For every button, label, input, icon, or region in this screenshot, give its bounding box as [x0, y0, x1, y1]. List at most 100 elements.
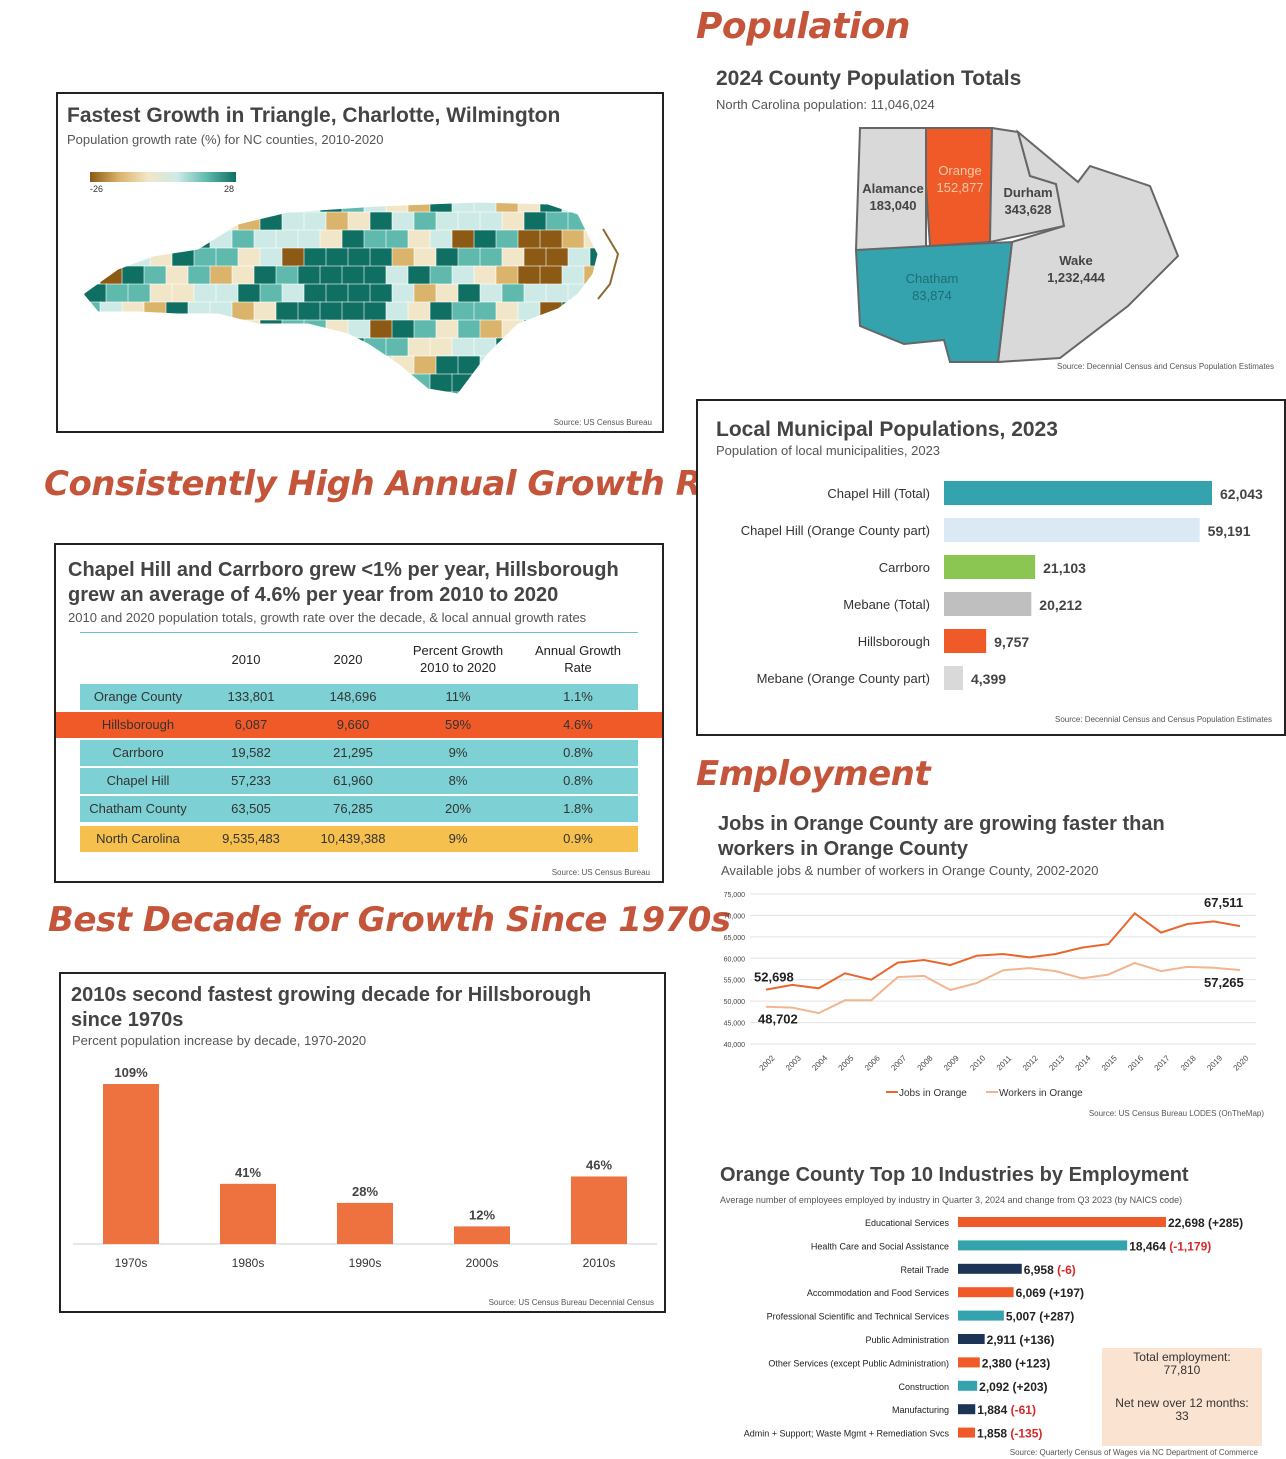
bar — [958, 1357, 980, 1368]
bar-value-label: 28% — [352, 1184, 378, 1199]
county-cell — [149, 319, 174, 340]
county-cell — [105, 283, 130, 304]
section-best-decade: Best Decade for Growth Since 1970s — [48, 900, 731, 940]
county-cell — [319, 373, 344, 394]
county-cell — [501, 391, 526, 394]
table-cell: 9,660 — [336, 717, 370, 732]
county-cell — [435, 319, 460, 340]
county-cell — [473, 373, 498, 394]
decade-source: Source: US Census Bureau Decennial Censu… — [488, 1298, 654, 1307]
bar — [220, 1183, 276, 1244]
bar-category-label: Other Services (except Public Administra… — [768, 1358, 949, 1368]
county-cell — [187, 229, 212, 250]
county-cell — [495, 265, 520, 286]
county-cell — [429, 229, 454, 250]
county-cell — [634, 248, 638, 267]
county-subtitle: North Carolina population: 11,046,024 — [716, 97, 935, 112]
row-label: North Carolina — [96, 831, 180, 846]
county-cell — [215, 211, 240, 232]
x-tick-label: 2007 — [889, 1053, 908, 1072]
county-cell — [391, 355, 416, 376]
county-cell — [451, 301, 476, 322]
county-cell — [561, 337, 586, 358]
county-cell — [143, 373, 168, 394]
bar-value-label: 109% — [114, 1065, 148, 1080]
bar — [958, 1217, 1166, 1227]
county-cell — [281, 283, 306, 304]
county-cell — [209, 301, 234, 322]
county-cell — [341, 373, 366, 394]
bar-category-label: Carrboro — [879, 560, 930, 575]
table-cell: 0.9% — [563, 831, 593, 846]
county-cell — [193, 283, 218, 304]
bar-category-label: Construction — [898, 1382, 949, 1392]
county-cell — [303, 211, 328, 232]
county-cell — [457, 247, 482, 268]
bar-value-label: 46% — [586, 1157, 612, 1172]
county-cell — [303, 355, 328, 376]
county-cell — [612, 212, 635, 231]
row-label: Orange County — [93, 689, 183, 704]
county-cell — [347, 247, 372, 268]
county-durham-label: Durham 343,628 — [1003, 185, 1053, 217]
county-cell — [341, 229, 366, 250]
county-cell — [347, 355, 372, 376]
municipal-bar-chart: Chapel Hill (Total) 62,043 Chapel Hill (Or… — [741, 481, 1263, 690]
county-cell — [171, 283, 196, 304]
bar-value-label: 62,043 — [1220, 486, 1263, 502]
county-cell — [325, 355, 350, 376]
county-cell — [539, 265, 564, 286]
county-cell — [259, 247, 284, 268]
county-cell — [407, 373, 432, 394]
county-cell — [143, 301, 168, 322]
total-employment-box: Total employment: 77,810 Net new over 12… — [1102, 1348, 1262, 1446]
bar — [958, 1380, 978, 1391]
county-cell — [567, 319, 592, 340]
table-cell: 8% — [448, 773, 468, 788]
table-cell: 61,960 — [333, 773, 373, 788]
county-cell — [363, 373, 388, 394]
county-cell — [237, 283, 262, 304]
county-cell — [385, 202, 410, 214]
county-cell — [127, 283, 152, 304]
county-cell — [363, 229, 388, 250]
county-cell — [479, 283, 504, 304]
bar-category-label: Health Care and Social Assistance — [811, 1241, 949, 1251]
county-cell — [297, 229, 322, 250]
county-cell — [457, 283, 482, 304]
county-cell — [539, 373, 564, 394]
county-cell — [259, 391, 284, 394]
county-cell — [561, 229, 586, 250]
county-cell — [501, 283, 526, 304]
bar — [958, 1427, 976, 1438]
county-cell — [209, 337, 234, 358]
county-cell — [612, 320, 635, 339]
county-cell — [517, 229, 542, 250]
county-title: 2024 County Population Totals — [716, 67, 1022, 90]
bar-category-label: Chapel Hill (Total) — [827, 486, 930, 501]
county-cell — [193, 319, 218, 340]
workers-start-label: 48,702 — [758, 1012, 798, 1027]
bar — [944, 666, 964, 690]
decade-title-line2: since 1970s — [71, 1009, 184, 1031]
row-label: Chapel Hill — [106, 773, 170, 788]
county-cell — [479, 211, 504, 232]
county-cell — [253, 265, 278, 286]
x-tick-label: 2010 — [968, 1053, 987, 1072]
bar-category-label: Retail Trade — [900, 1265, 949, 1275]
bar-value-label: 59,191 — [1208, 523, 1251, 539]
y-tick-label: 60,000 — [724, 956, 746, 963]
county-cell — [523, 391, 548, 394]
map-legend-gradient — [90, 172, 236, 182]
county-cell — [435, 283, 460, 304]
county-cell — [237, 391, 262, 394]
county-cell — [429, 301, 454, 322]
jobs-title-line1: Jobs in Orange County are growing faster… — [718, 813, 1165, 835]
county-cell — [479, 355, 504, 376]
bar-category-label: Professional Scientific and Technical Se… — [767, 1312, 950, 1322]
county-cell — [187, 265, 212, 286]
county-cell — [517, 265, 542, 286]
x-tick-label: 2020 — [1232, 1053, 1251, 1072]
table-cell: 6,087 — [234, 717, 268, 732]
county-cell — [165, 229, 190, 250]
